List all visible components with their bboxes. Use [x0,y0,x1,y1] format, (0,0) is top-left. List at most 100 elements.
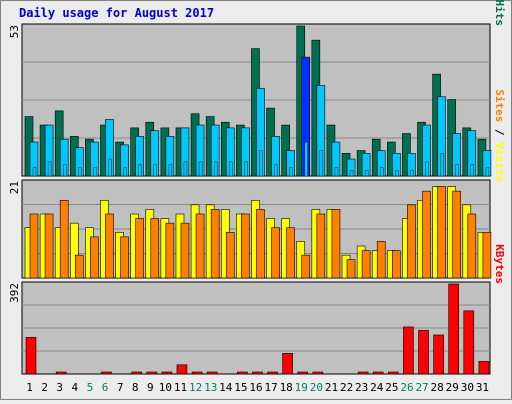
bar-sites [346,259,356,279]
bar-pages [259,150,263,177]
bar-sites [437,186,446,279]
x-tick-label: 31 [476,381,489,394]
x-tick-label: 27 [415,381,428,394]
panel-hits-files: 53 Pages / Files / Hits [8,0,506,177]
bar-sites [452,190,462,279]
x-tick-label: 4 [72,381,79,394]
bar-pages [153,164,157,177]
panel-kbytes: 392 KBytes [8,244,506,375]
bar-pages [364,170,369,177]
bar-sites [180,222,190,279]
bar-sites [135,218,144,279]
bar-sites [286,227,295,279]
bar-sites [225,231,235,279]
bar-sites [316,213,326,279]
bar-kbytes [463,310,475,375]
bar-pages [244,161,248,177]
bar-kbytes [237,371,248,375]
bar-pages [168,164,173,177]
panel-max-label: 21 [8,181,21,194]
x-tick-label: 13 [204,381,217,394]
x-tick-label: 11 [174,381,187,394]
x-tick-label: 12 [189,381,202,394]
bar-pages [485,167,490,177]
bar-kbytes [448,283,460,375]
bar-pages [289,167,293,177]
bar-sites [165,222,175,279]
x-tick-label: 19 [295,381,308,394]
bar-pages [274,164,278,177]
bar-kbytes [433,334,444,375]
x-tick-label: 14 [219,381,233,394]
x-tick-label: 10 [159,381,172,394]
bar-kbytes [403,326,414,375]
legend-entry: Hits [493,0,506,26]
bar-pages [470,164,475,177]
bar-sites [120,236,129,279]
x-tick-label: 18 [280,381,293,394]
legend-entry: / [493,122,506,142]
bar-sites [59,199,69,279]
x-tick-label: 3 [56,381,63,394]
x-tick-label: 5 [87,381,94,394]
bar-pages [78,167,82,177]
bar-kbytes [146,371,158,375]
bar-kbytes [191,371,203,375]
bar-kbytes [312,371,324,375]
x-tick-label: 25 [385,381,398,394]
bar-kbytes [101,371,112,375]
x-tick-label: 24 [370,381,384,394]
bar-pages [425,161,429,177]
bar-sites [301,254,311,279]
bar-pages [32,167,37,177]
bar-kbytes [357,371,369,375]
bar-kbytes [252,371,263,375]
bar-sites [376,241,386,279]
bar-kbytes [206,371,218,375]
bar-pages [93,167,97,177]
x-tick-label: 1 [26,381,33,394]
x-tick-label: 28 [431,381,444,394]
x-tick-label: 7 [117,381,124,394]
bar-pages [410,170,414,177]
panel-legend: Pages / Files / Hits [493,0,506,26]
bar-kbytes [418,330,429,375]
bar-pages [213,161,218,177]
bar-sites [331,209,341,279]
bar-sites [256,209,265,279]
x-tick-label: 8 [132,381,139,394]
bar-kbytes [267,371,278,375]
bar-sites [29,213,39,279]
bar-sites [361,250,371,279]
bar-pages [380,167,384,177]
x-tick-label: 2 [41,381,48,394]
bar-sites [74,254,84,279]
bar-pages [138,164,142,177]
x-tick-label: 6 [102,381,109,394]
bar-sites [422,190,431,279]
bar-sites [467,213,477,279]
legend-entry: KBytes [493,244,506,284]
bar-pages [123,167,127,177]
bar-kbytes [25,336,37,375]
bar-sites [150,218,160,279]
x-tick-label: 16 [249,381,262,394]
chart-title: Daily usage for August 2017 [19,6,215,20]
x-tick-label: 21 [325,381,338,394]
bar-sites [195,213,205,279]
bar-sites [241,213,250,279]
x-tick-label: 23 [355,381,368,394]
bar-pages [349,170,354,177]
bar-sites [210,209,220,279]
bar-sites [90,236,99,279]
x-tick-label: 20 [310,381,323,394]
legend-entry: Sites [493,89,506,122]
bar-kbytes [372,371,384,375]
panel-legend: Sites / Visits [493,89,506,182]
bar-pages [304,141,308,177]
bar-pages [62,164,67,177]
panel-visits-sites: 21 Sites / Visits [8,89,506,279]
bar-kbytes [478,361,490,375]
